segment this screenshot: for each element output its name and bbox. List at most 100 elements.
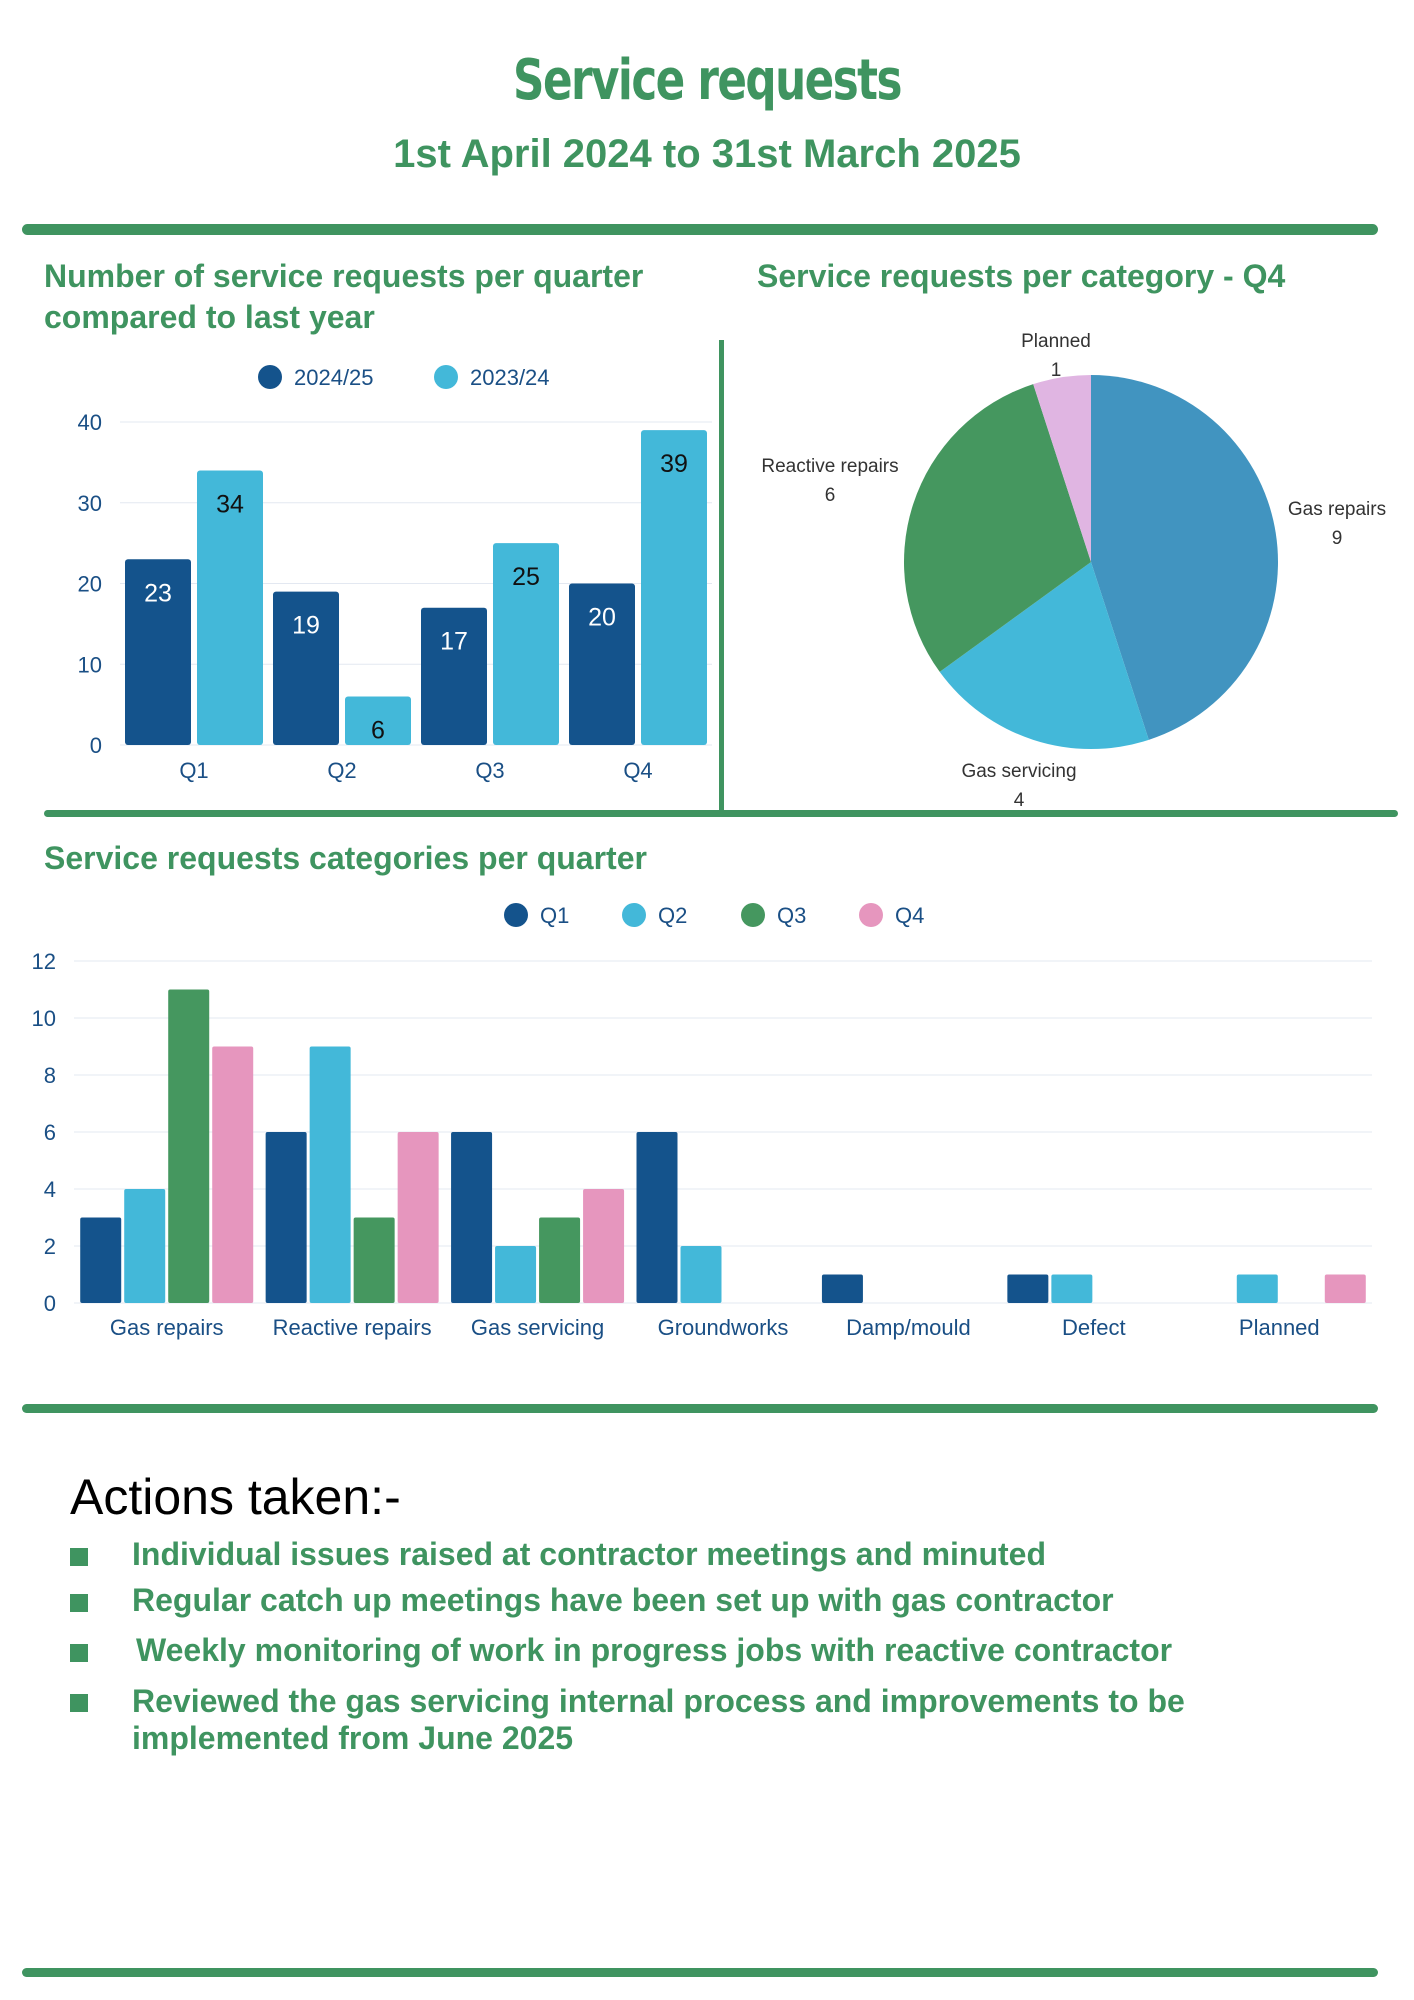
bar-value-label: 25	[512, 563, 540, 591]
legend-marker	[258, 365, 282, 389]
y-tick-label: 10	[78, 652, 102, 677]
action-item: Individual issues raised at contractor m…	[132, 1536, 1046, 1572]
categories-chart-title: Service requests categories per quarter	[44, 840, 647, 876]
footer-divider	[22, 1968, 1378, 1977]
x-tick-label: Q3	[475, 758, 504, 783]
pie-label: Gas repairs	[1288, 499, 1386, 520]
pie-slice	[939, 562, 1149, 749]
bar	[124, 1189, 166, 1303]
bar	[1236, 1274, 1278, 1303]
y-tick-label: 6	[44, 1120, 56, 1145]
category-pie-chart: Gas repairs 9 Gas servicing 4 Reactive repai…	[761, 331, 1386, 810]
pie-label: Planned	[1021, 331, 1091, 352]
bar	[1324, 1274, 1366, 1303]
bar	[309, 1046, 351, 1303]
category-pie-title: Service requests per category - Q4	[757, 258, 1286, 294]
bar	[265, 1132, 307, 1303]
bar-value-label: 20	[588, 604, 616, 632]
bar	[493, 543, 559, 745]
bar	[495, 1246, 537, 1303]
legend-label: 2024/25	[294, 365, 374, 390]
bar	[212, 1046, 254, 1303]
quarter-comparison-chart: 0 10 20 30 40 2024/25 2023/24 23 34 Q1 19 6 Q2 17 25 Q3…	[78, 365, 712, 783]
x-tick-label: Q1	[179, 758, 208, 783]
bar	[1007, 1274, 1049, 1303]
x-tick-label: Reactive repairs	[273, 1315, 432, 1340]
bar	[197, 470, 263, 745]
bar	[583, 1189, 625, 1303]
x-tick-label: Gas servicing	[471, 1315, 604, 1340]
legend-marker	[859, 903, 883, 927]
legend-marker	[504, 903, 528, 927]
bar	[636, 1132, 678, 1303]
bar-value-label: 6	[371, 717, 385, 745]
bar-value-label: 23	[144, 579, 172, 607]
pie-value-label: 9	[1332, 528, 1343, 549]
page-title: Service requests	[513, 48, 902, 113]
bar	[168, 989, 210, 1303]
bar	[539, 1217, 581, 1303]
y-tick-label: 20	[78, 572, 102, 597]
pie-value-label: 1	[1051, 360, 1062, 381]
categories-per-quarter-chart: 0 2 4 6 8 10 12 Q1 Q2 Q3 Q4 Gas repairs Reactive rep…	[32, 903, 1372, 1340]
header-divider	[22, 224, 1378, 235]
bar	[451, 1132, 493, 1303]
bar-value-label: 19	[292, 612, 320, 640]
bar	[125, 559, 191, 745]
legend-marker	[622, 903, 646, 927]
bar-value-label: 17	[440, 628, 468, 656]
bar	[80, 1217, 122, 1303]
legend-label: Q3	[777, 903, 806, 928]
bar	[397, 1132, 439, 1303]
y-tick-label: 0	[90, 733, 102, 758]
y-tick-label: 30	[78, 491, 102, 516]
bar	[569, 583, 635, 745]
legend-marker	[434, 365, 458, 389]
bullet-icon	[70, 1644, 88, 1662]
x-tick-label: Q2	[327, 758, 356, 783]
vertical-divider	[719, 340, 724, 812]
pie-value-label: 4	[1014, 790, 1025, 810]
legend-marker	[741, 903, 765, 927]
y-tick-label: 4	[44, 1177, 56, 1202]
y-tick-label: 40	[78, 410, 102, 435]
legend-label: Q4	[895, 903, 924, 928]
legend-label: Q2	[658, 903, 687, 928]
action-item: Regular catch up meetings have been set …	[132, 1582, 1114, 1618]
middle-divider	[44, 810, 1398, 817]
page-subtitle: 1st April 2024 to 31st March 2025	[393, 132, 1021, 176]
pie-slice	[1033, 375, 1091, 562]
x-tick-label: Q4	[623, 758, 652, 783]
bullet-icon	[70, 1694, 88, 1712]
x-tick-label: Groundworks	[658, 1315, 789, 1340]
legend-label: 2023/24	[470, 365, 550, 390]
bar	[680, 1246, 722, 1303]
bar	[641, 430, 707, 745]
bullet-icon	[70, 1548, 88, 1566]
y-tick-label: 2	[44, 1234, 56, 1259]
legend-label: Q1	[540, 903, 569, 928]
lower-divider	[22, 1404, 1378, 1413]
pie-label: Reactive repairs	[761, 456, 898, 477]
x-tick-label: Planned	[1239, 1315, 1320, 1340]
bar-value-label: 39	[660, 450, 688, 478]
bar	[353, 1217, 395, 1303]
y-tick-label: 12	[32, 949, 56, 974]
x-tick-label: Defect	[1062, 1315, 1126, 1340]
pie-label: Gas servicing	[961, 761, 1076, 782]
action-item: Weekly monitoring of work in progress jo…	[136, 1632, 1173, 1668]
pie-slice	[1091, 375, 1278, 740]
bar	[821, 1274, 863, 1303]
bar	[273, 591, 339, 745]
y-tick-label: 0	[44, 1291, 56, 1316]
bar	[1051, 1274, 1093, 1303]
pie-slice	[904, 384, 1091, 672]
y-tick-label: 10	[32, 1006, 56, 1031]
bar	[421, 607, 487, 745]
y-tick-label: 8	[44, 1063, 56, 1088]
actions-heading: Actions taken:-	[70, 1469, 401, 1525]
quarter-chart-title: Number of service requests per quarter c…	[44, 258, 644, 335]
bar	[345, 696, 411, 745]
pie-value-label: 6	[825, 485, 836, 506]
bar-value-label: 34	[216, 490, 244, 518]
